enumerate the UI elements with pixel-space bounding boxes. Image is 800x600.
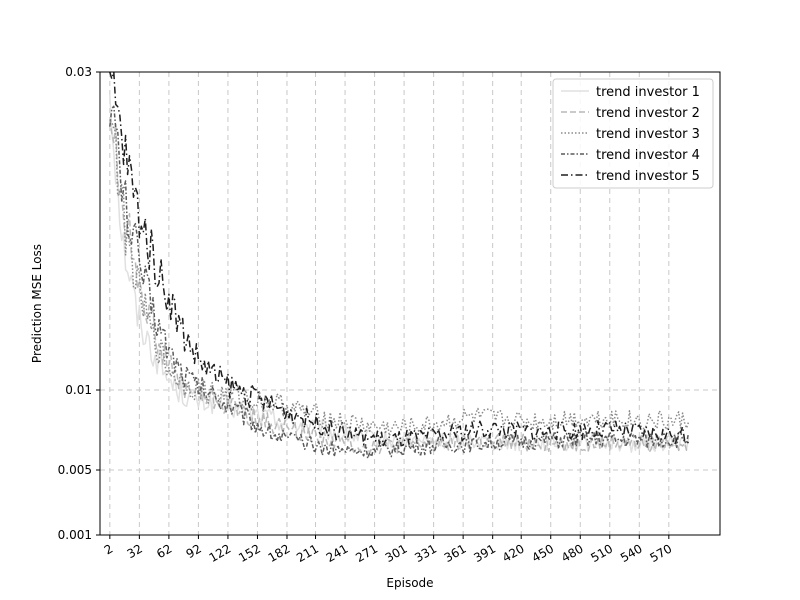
series-line-4 <box>109 105 690 460</box>
x-tick-label: 152 <box>236 541 263 565</box>
x-tick-label: 361 <box>442 541 469 565</box>
x-tick-label: 570 <box>647 541 674 565</box>
x-tick-label: 62 <box>154 541 174 561</box>
x-tick-label: 122 <box>207 541 234 565</box>
x-tick-label: 301 <box>383 541 410 565</box>
x-tick-label: 480 <box>559 541 586 565</box>
y-tick-label: 0.001 <box>58 528 92 542</box>
legend-label: trend investor 4 <box>596 148 700 163</box>
y-tick-label: 0.03 <box>65 65 92 79</box>
x-tick-label: 211 <box>294 541 321 565</box>
x-tick-label: 32 <box>125 541 145 561</box>
series-lines <box>109 71 690 460</box>
x-tick-label: 241 <box>324 541 351 565</box>
legend-label: trend investor 3 <box>596 127 700 142</box>
x-tick-label: 331 <box>412 541 439 565</box>
x-tick-label: 271 <box>353 541 380 565</box>
y-tick-label: 0.01 <box>65 383 92 397</box>
axis-ticks: 2 32 62 92 122 152 182 211 241 271 301 331 361 391 420… <box>58 65 675 565</box>
x-tick-label: 92 <box>184 541 204 561</box>
y-tick-label: 0.005 <box>58 463 92 477</box>
x-tick-label: 2 <box>102 541 116 557</box>
x-tick-label: 540 <box>618 541 645 565</box>
x-tick-label: 391 <box>471 541 498 565</box>
grid-lines <box>100 72 720 535</box>
series-line-5 <box>109 71 690 447</box>
series-line-1 <box>109 94 690 453</box>
legend-box <box>552 78 714 189</box>
x-tick-label: 450 <box>529 541 556 565</box>
x-axis-label: Episode <box>386 576 433 590</box>
series-line-3 <box>109 120 690 437</box>
plot-frame <box>99 71 721 536</box>
legend-label: trend investor 5 <box>596 169 700 184</box>
legend-label: trend investor 2 <box>596 106 700 121</box>
x-tick-label: 510 <box>588 541 615 565</box>
x-tick-label: 420 <box>500 541 527 565</box>
x-tick-label: 182 <box>266 541 293 565</box>
y-axis-label: Prediction MSE Loss <box>30 244 44 363</box>
legend: trend investor 1 trend investor 2 trend in… <box>552 78 714 189</box>
legend-label: trend investor 1 <box>596 85 700 100</box>
